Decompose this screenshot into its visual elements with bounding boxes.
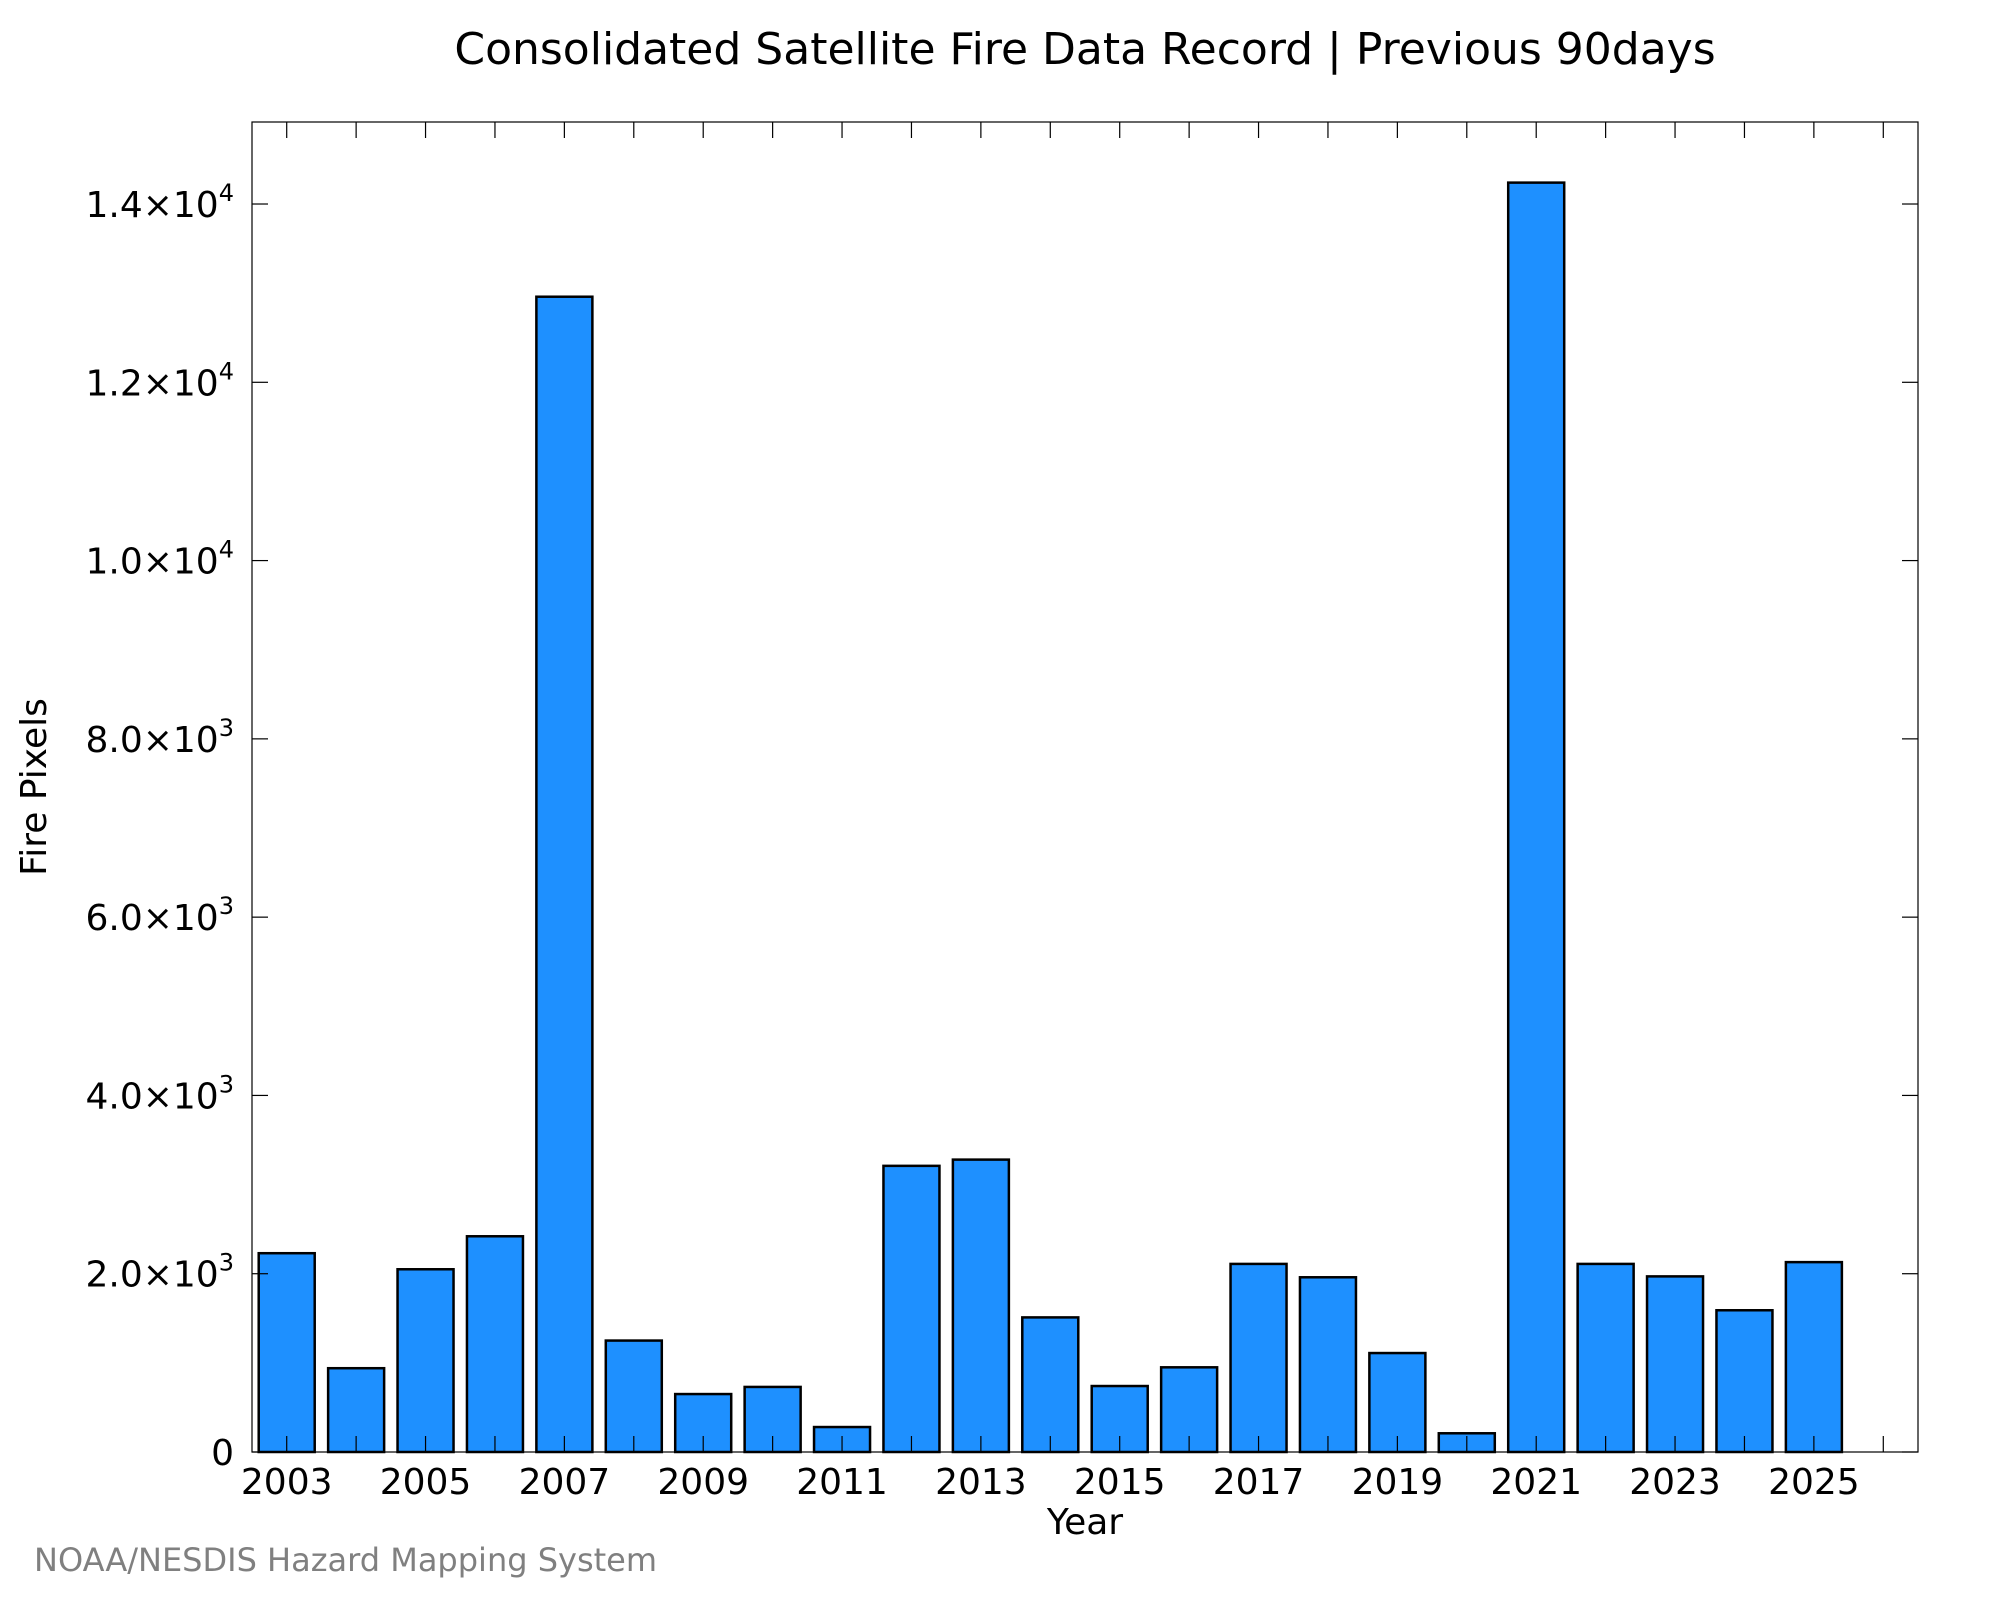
x-axis-label: Year — [1046, 1502, 1123, 1543]
bar-2003 — [257, 1251, 316, 1454]
bar-2006 — [465, 1235, 525, 1454]
bar-2025 — [1784, 1260, 1844, 1454]
y-tick-label: 1.2×104 — [85, 357, 234, 404]
y-tick-label: 1.0×104 — [85, 536, 234, 583]
x-tick-label: 2017 — [1213, 1462, 1305, 1503]
y-tick-label: 6.0×103 — [85, 892, 234, 939]
x-tick-label: 2023 — [1629, 1462, 1721, 1503]
x-tick-label: 2013 — [935, 1462, 1027, 1503]
x-tick-label: 2021 — [1490, 1462, 1582, 1503]
bars-group — [257, 181, 1844, 1454]
bar-2013 — [951, 1158, 1011, 1454]
x-tick-label: 2009 — [657, 1462, 749, 1503]
x-tick-label: 2015 — [1074, 1462, 1166, 1503]
x-tick-label: 2007 — [519, 1462, 611, 1503]
bar-2024 — [1715, 1309, 1774, 1454]
x-tick-label: 2011 — [796, 1462, 888, 1503]
chart-title: Consolidated Satellite Fire Data Record … — [454, 24, 1715, 75]
credit-text: NOAA/NESDIS Hazard Mapping System — [34, 1541, 658, 1579]
plot-frame — [251, 121, 1919, 1453]
y-tick-label: 1.4×104 — [85, 179, 234, 226]
y-tick-label: 2.0×103 — [85, 1249, 234, 1296]
bar-2007 — [535, 295, 594, 1454]
x-tick-label: 2025 — [1768, 1462, 1860, 1503]
y-tick-label: 0 — [211, 1433, 234, 1474]
bar-2017 — [1229, 1262, 1288, 1454]
y-tick-label: 4.0×103 — [85, 1070, 234, 1117]
bar-2021 — [1506, 181, 1566, 1454]
bar-2022 — [1576, 1262, 1635, 1454]
bar-2023 — [1645, 1275, 1705, 1454]
y-axis-label: Fire Pixels — [14, 698, 55, 876]
y-axis: 0 2.0×103 4.0×103 6.0×103 8.0×103 1.0×104 1.2×… — [85, 179, 1918, 1474]
x-tick-label: 2003 — [241, 1462, 333, 1503]
x-tick-label: 2019 — [1352, 1462, 1444, 1503]
y-tick-label: 8.0×103 — [85, 714, 234, 761]
bar-2012 — [882, 1164, 941, 1454]
bar-2008 — [604, 1339, 664, 1454]
bar-2014 — [1021, 1316, 1080, 1454]
x-tick-label: 2005 — [380, 1462, 472, 1503]
bar-2005 — [396, 1268, 455, 1454]
x-axis: 2003 2005 2007 2009 2011 2013 2015 2017 2019 2021… — [241, 122, 1884, 1503]
bar-2018 — [1298, 1276, 1358, 1454]
